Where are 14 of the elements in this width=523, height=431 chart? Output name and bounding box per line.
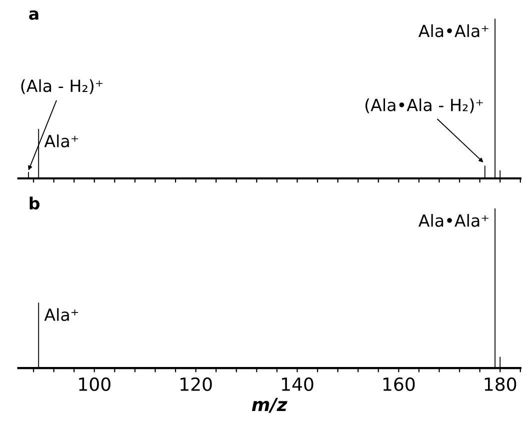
chart-title: b <box>30 196 40 210</box>
annotation: Ala•Ala⁺ <box>418 24 488 38</box>
annotation: Ala⁺ <box>44 308 78 322</box>
x-tick-label: 140 <box>282 377 314 392</box>
x-tick-label: 120 <box>180 377 212 392</box>
chart-title: a <box>29 10 38 20</box>
x-axis-title: m/z <box>252 398 288 413</box>
x-tick-label: 180 <box>484 377 516 392</box>
annotation: Ala•Ala⁺ <box>418 214 488 227</box>
x-tick-label: 100 <box>79 377 110 392</box>
annotation: Ala⁺ <box>44 134 78 148</box>
annotation: (Ala - H₂)⁺ <box>21 79 103 94</box>
annotation: (Ala•Ala - H₂)⁺ <box>365 98 483 114</box>
x-tick-label: 160 <box>383 377 415 392</box>
